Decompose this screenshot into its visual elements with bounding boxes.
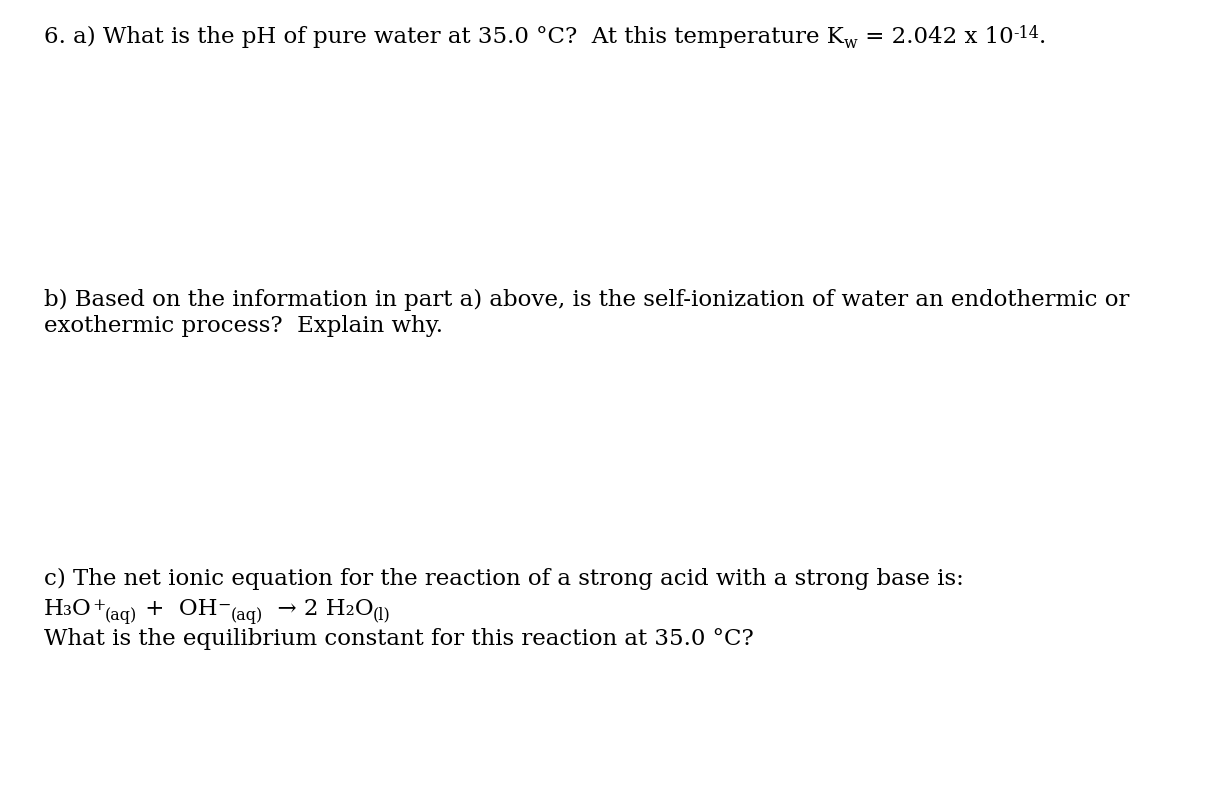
Text: 6. a) What is the pH of pure water at 35.0 °C?  At this temperature K: 6. a) What is the pH of pure water at 35… (44, 26, 843, 48)
Text: +: + (92, 597, 105, 614)
Text: -14: -14 (1013, 25, 1039, 42)
Text: (aq): (aq) (230, 606, 263, 623)
Text: b) Based on the information in part a) above, is the self-ionization of water an: b) Based on the information in part a) a… (44, 289, 1130, 311)
Text: +  OH: + OH (137, 598, 217, 620)
Text: −: − (217, 597, 230, 614)
Text: What is the equilibrium constant for this reaction at 35.0 °C?: What is the equilibrium constant for thi… (44, 628, 754, 650)
Text: w: w (843, 34, 858, 52)
Text: H₃O: H₃O (44, 598, 92, 620)
Text: c) The net ionic equation for the reaction of a strong acid with a strong base i: c) The net ionic equation for the reacti… (44, 568, 963, 590)
Text: exothermic process?  Explain why.: exothermic process? Explain why. (44, 315, 443, 337)
Text: (l): (l) (373, 606, 390, 623)
Text: .: . (1039, 26, 1047, 48)
Text: (aq): (aq) (105, 606, 137, 623)
Text: = 2.042 x 10: = 2.042 x 10 (858, 26, 1013, 48)
Text: → 2 H₂O: → 2 H₂O (263, 598, 373, 620)
